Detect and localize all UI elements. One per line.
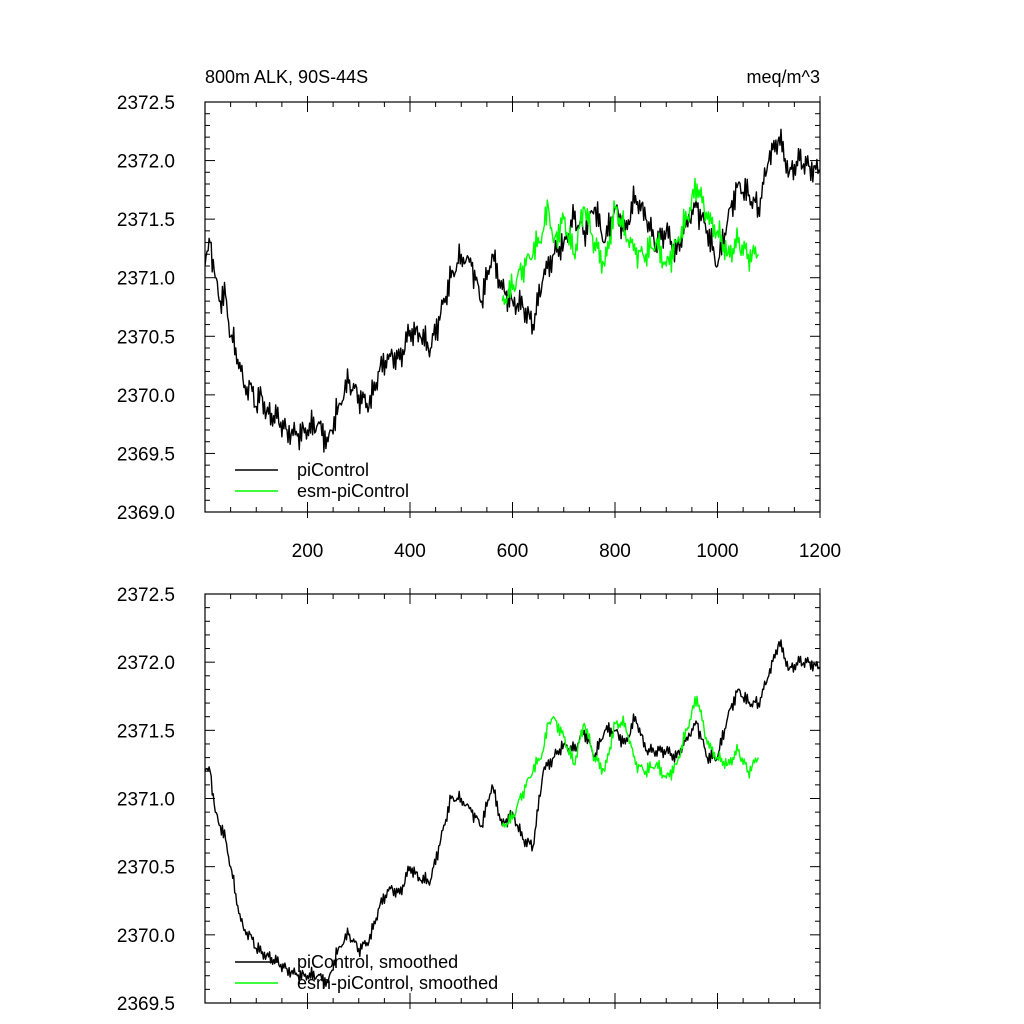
- x-tick-label: 1000: [696, 541, 738, 562]
- series-line-esm-picontrol-smoothed: [501, 695, 760, 828]
- x-tick-label: 200: [292, 541, 324, 562]
- top-panel-title: 800m ALK, 90S-44S: [205, 67, 368, 87]
- y-tick-label: 2372.5: [117, 585, 175, 606]
- x-tick-label: 400: [394, 541, 426, 562]
- y-tick-label: 2371.5: [117, 721, 175, 742]
- y-tick-label: 2370.5: [117, 327, 175, 348]
- top-panel-units: meq/m^3: [747, 67, 820, 87]
- y-tick-label: 2371.0: [117, 269, 175, 290]
- legend-label: piControl, smoothed: [297, 952, 458, 972]
- bottom-panel: 2369.5 2370.0 2370.5 2371.0 2371.5 2372.0 2372…: [117, 585, 821, 1015]
- series-line-picontrol: [205, 128, 820, 453]
- y-tick-label: 2372.0: [117, 653, 175, 674]
- x-tick-label: 1200: [799, 541, 841, 562]
- series-group: [205, 639, 820, 989]
- y-tick-label: 2369.0: [117, 503, 175, 524]
- y-tick-label: 2370.0: [117, 386, 175, 407]
- x-tick-label: 800: [599, 541, 631, 562]
- y-tick-label: 2369.5: [117, 444, 175, 465]
- x-tick-label: 600: [497, 541, 529, 562]
- y-tick-label: 2370.0: [117, 926, 175, 947]
- plot-frame: [204, 101, 821, 513]
- series-group: [205, 128, 820, 453]
- plot-frame: [204, 593, 821, 1004]
- y-tick-label: 2372.5: [117, 93, 175, 114]
- y-tick-label: 2369.5: [117, 994, 175, 1015]
- y-tick-label: 2370.5: [117, 858, 175, 879]
- legend-label: piControl: [297, 460, 369, 480]
- legend-label: esm-piControl, smoothed: [297, 973, 498, 993]
- top-panel: 800m ALK, 90S-44S meq/m^3 2369.0 2369.5 23…: [117, 67, 841, 562]
- legend-label: esm-piControl: [297, 481, 409, 501]
- y-tick-label: 2371.0: [117, 790, 175, 811]
- y-tick-label: 2371.5: [117, 210, 175, 231]
- series-line-esm-picontrol: [501, 177, 760, 305]
- y-tick-label: 2372.0: [117, 152, 175, 173]
